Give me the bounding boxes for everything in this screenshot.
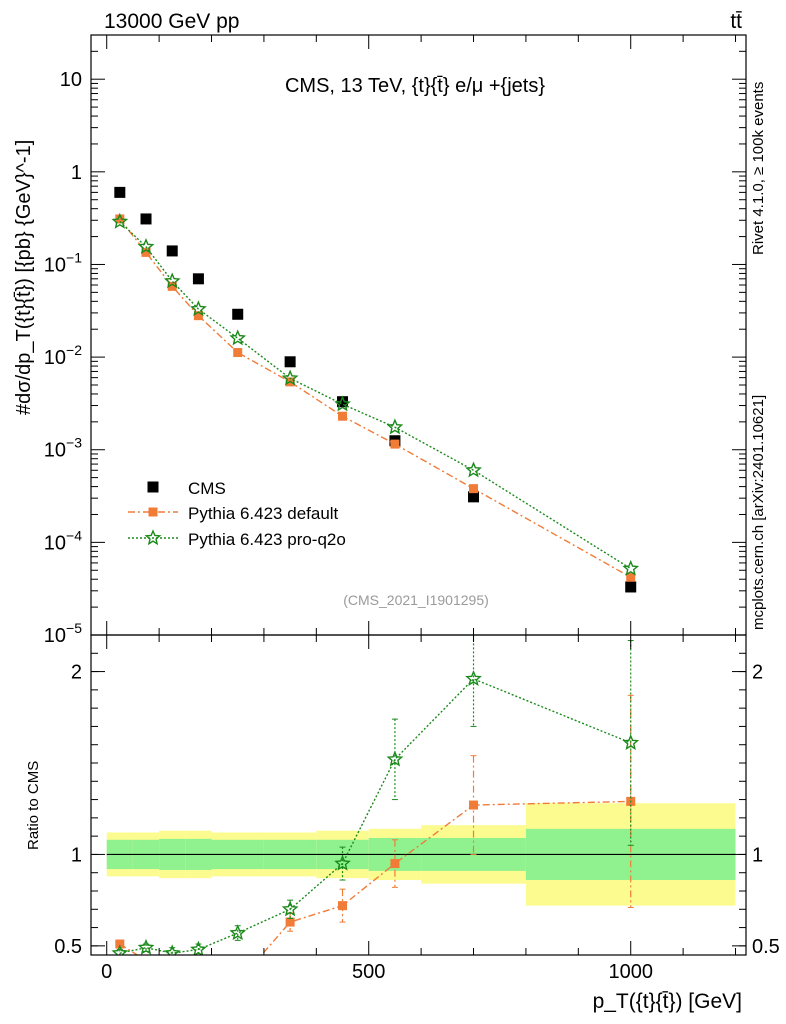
- x-axis-label: p_T({t}{t̄}) [GeV]: [593, 990, 742, 1013]
- point-2-6: [334, 395, 351, 412]
- header-right: tt̄: [730, 10, 742, 33]
- point-2-1: [137, 237, 155, 254]
- ratio-plot-axes: 0 500 1000 0.5 0.5 1 1 2 2: [54, 634, 780, 983]
- y-axis-label: #dσ/dp_T({t}{t̄}) [{pb} {GeV}^-1]: [13, 140, 35, 415]
- y-tick-label: 10−5: [44, 620, 82, 647]
- y-tick-label: 10−4: [44, 527, 82, 554]
- ratio-point-1-6: [338, 901, 348, 911]
- ratio-point-2-6: [334, 854, 351, 871]
- ratio-axis-label: Ratio to CMS: [25, 761, 42, 850]
- point-2-0: [111, 212, 129, 229]
- ratio-point-2-7: [386, 750, 404, 767]
- rivet-label: Rivet 4.1.0, ≥ 100k events: [750, 82, 767, 255]
- ratio-point-1-4: [233, 978, 242, 987]
- ratio-point-2-9: [622, 734, 640, 750]
- y-tick-label: 10: [60, 69, 82, 91]
- legend-label-default: Pythia 6.423 default: [188, 504, 339, 523]
- point-1-3: [193, 311, 203, 321]
- ratio-uncertainty-band: [106, 803, 736, 906]
- y-tick-label: 10−1: [44, 249, 82, 276]
- point-2-9: [622, 559, 640, 576]
- ratio-tick-label: 1: [71, 844, 82, 866]
- point-0-2: [166, 245, 178, 257]
- point-1-8: [469, 484, 479, 494]
- point-2-8: [465, 461, 482, 478]
- x-tick-label: 1000: [608, 961, 653, 983]
- ratio-point-1-0: [115, 939, 125, 949]
- point-1-2: [167, 281, 177, 291]
- plot-title: CMS, 13 TeV, {t}{t̄} e/μ +{jets}: [285, 75, 545, 97]
- main-plot-axes: 10−5 10−4 10−3 10−2 10−1 1 10: [44, 34, 747, 647]
- main-plot-data: [111, 186, 640, 593]
- ratio-point-2-1: [137, 938, 155, 955]
- point-2-4: [229, 329, 247, 346]
- ratio-point-2-4: [229, 924, 247, 941]
- point-1-9: [626, 572, 636, 582]
- legend-marker-0: [147, 481, 159, 493]
- series-line-1: [119, 218, 632, 578]
- ratio-point-1-2: [168, 965, 177, 974]
- point-2-3: [190, 300, 207, 317]
- point-0-5: [284, 356, 296, 368]
- ratio-point-1-1: [142, 956, 151, 965]
- x-tick-label: 0: [101, 961, 112, 983]
- ratio-tick-label: 2: [752, 662, 763, 684]
- ratio-point-2-2: [163, 944, 181, 955]
- point-2-2: [163, 272, 181, 289]
- point-0-8: [468, 491, 480, 503]
- ratio-point-2-0: [111, 944, 129, 955]
- legend-marker-1: [148, 507, 158, 517]
- ratio-point-2-8: [465, 670, 482, 686]
- y-tick-label: 10−3: [44, 435, 82, 462]
- y-tick-label: 1: [71, 162, 82, 184]
- point-0-4: [232, 308, 244, 320]
- legend-marker-2: [144, 529, 162, 546]
- point-2-5: [281, 369, 299, 386]
- point-1-0: [115, 214, 125, 224]
- series-line-2: [119, 221, 632, 570]
- ratio-tick-label: 2: [71, 662, 82, 684]
- ratio-tick-label: 1: [752, 844, 763, 866]
- ratio-tick-label: 0.5: [752, 936, 780, 958]
- point-1-7: [390, 439, 400, 449]
- legend-label-cms: CMS: [188, 479, 226, 498]
- ratio-tick-label: 0.5: [54, 936, 82, 958]
- point-1-4: [233, 348, 243, 358]
- legend-label-proq2o: Pythia 6.423 pro-q2o: [188, 530, 346, 549]
- ratio-point-1-7: [390, 859, 400, 869]
- point-0-0: [114, 186, 126, 198]
- ratio-point-1-3: [194, 967, 203, 976]
- header-left: 13000 GeV pp: [104, 10, 239, 33]
- y-tick-label: 10−2: [44, 342, 82, 369]
- point-0-6: [337, 396, 349, 408]
- ratio-frame: [90, 634, 747, 956]
- mcplots-label: mcplots.cern.ch [arXiv:2401.10621]: [750, 395, 767, 630]
- point-1-1: [141, 247, 151, 257]
- point-0-9: [625, 581, 637, 593]
- point-0-3: [192, 273, 204, 285]
- ratio-point-1-8: [469, 800, 479, 810]
- ratio-point-2-3: [190, 940, 207, 955]
- point-2-7: [386, 418, 404, 435]
- x-tick-label: 500: [352, 961, 385, 983]
- point-0-1: [140, 213, 152, 225]
- point-1-6: [338, 411, 348, 421]
- legend: CMS Pythia 6.423 default Pythia 6.423 pr…: [128, 479, 346, 549]
- ratio-point-1-5: [285, 917, 295, 927]
- analysis-watermark: (CMS_2021_I1901295): [343, 592, 489, 608]
- ratio-point-2-5: [281, 900, 299, 917]
